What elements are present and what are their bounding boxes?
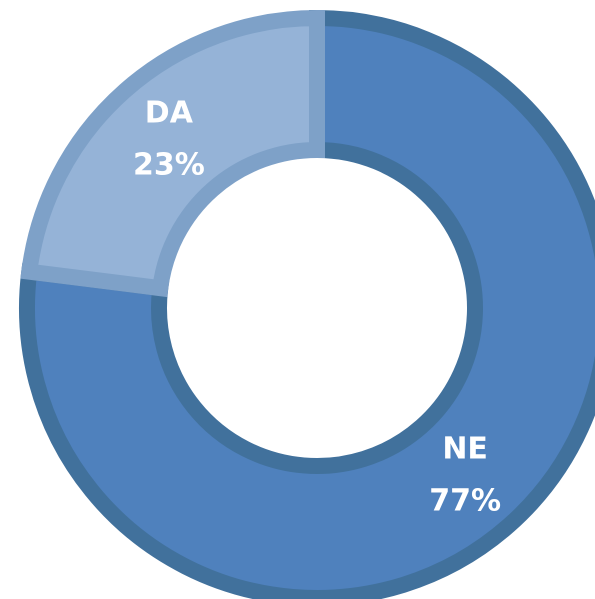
- donut-slice: [19, 9, 595, 599]
- slice-value-label: 77%: [429, 484, 501, 519]
- slice-value-label: 23%: [133, 147, 205, 182]
- slice-category-label: DA: [145, 95, 194, 130]
- slice-category-label: NE: [442, 432, 488, 467]
- donut-slice: [20, 9, 325, 298]
